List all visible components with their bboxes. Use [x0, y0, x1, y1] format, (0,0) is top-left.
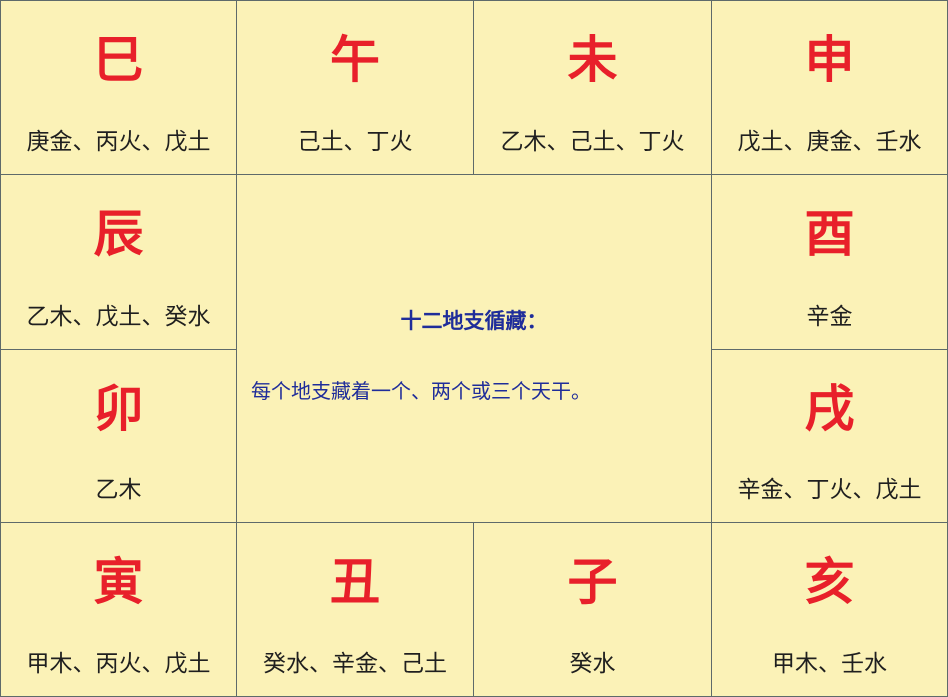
hidden-stems: 辛金、丁火、戊土	[737, 477, 922, 503]
hidden-stems: 庚金、丙火、戊土	[26, 129, 211, 155]
branch-label: 亥	[804, 553, 855, 611]
branch-label: 午	[330, 31, 380, 89]
cell-zi: 子 癸水	[473, 522, 712, 697]
cell-chou: 丑 癸水、辛金、己土	[236, 522, 474, 697]
cell-wu: 午 己土、丁火	[236, 0, 474, 175]
hidden-stems: 辛金	[806, 304, 853, 330]
cell-you: 酉 辛金	[711, 174, 948, 350]
cell-chen: 辰 乙木、戊土、癸水	[0, 174, 237, 350]
branch-label: 戌	[804, 380, 855, 438]
branch-label: 寅	[93, 553, 144, 611]
hidden-stems: 己土、丁火	[297, 129, 413, 155]
branch-label: 卯	[93, 380, 144, 438]
cell-si: 巳 庚金、丙火、戊土	[0, 0, 237, 175]
diagram-description: 每个地支藏着一个、两个或三个天干。	[251, 379, 591, 403]
hidden-stems: 戊土、庚金、壬水	[737, 129, 922, 155]
branch-label: 巳	[93, 31, 144, 89]
branch-label: 辰	[93, 205, 144, 263]
branch-label: 子	[567, 553, 618, 611]
branch-label: 申	[804, 31, 855, 89]
hidden-stems: 甲木、壬水	[772, 651, 887, 677]
cell-hai: 亥 甲木、壬水	[711, 522, 948, 697]
hidden-stems: 甲木、丙火、戊土	[26, 651, 211, 677]
branch-label: 丑	[330, 553, 380, 611]
hidden-stems: 癸水	[569, 651, 616, 677]
diagram-title: 十二地支循藏：	[400, 309, 548, 333]
cell-shen: 申 戊土、庚金、壬水	[711, 0, 948, 175]
cell-mao: 卯 乙木	[0, 349, 237, 523]
cell-wei: 未 乙木、己土、丁火	[473, 0, 712, 175]
cell-xu: 戌 辛金、丁火、戊土	[711, 349, 948, 523]
hidden-stems: 乙木、戊土、癸水	[26, 304, 211, 330]
hidden-stems: 乙木、己土、丁火	[500, 129, 685, 155]
center-panel: 十二地支循藏： 每个地支藏着一个、两个或三个天干。	[236, 174, 712, 523]
cell-yin: 寅 甲木、丙火、戊土	[0, 522, 237, 697]
hidden-stems: 癸水、辛金、己土	[263, 651, 447, 677]
hidden-stems: 乙木	[95, 477, 142, 503]
branch-label: 酉	[804, 205, 855, 263]
branch-label: 未	[567, 31, 618, 89]
